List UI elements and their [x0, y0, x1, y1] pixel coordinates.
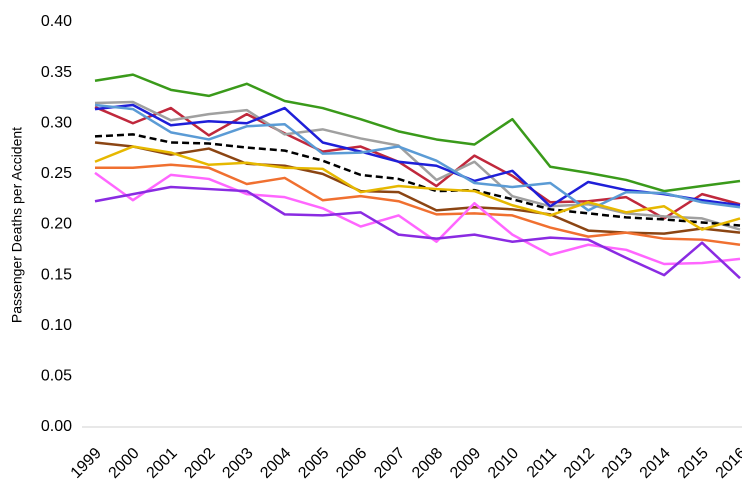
x-tick-label: 2001 [144, 445, 181, 482]
series-line [94, 185, 741, 280]
x-tick-label: 2004 [257, 445, 294, 482]
x-tick-label: 2013 [599, 445, 636, 482]
series-line [94, 145, 741, 231]
series-line [94, 103, 741, 208]
x-tick-label: 2014 [637, 445, 674, 482]
x-tick-label: 2002 [181, 445, 218, 482]
x-tick-label: 1999 [68, 445, 105, 482]
x-tick-label: 2003 [219, 445, 256, 482]
series-line [94, 171, 741, 266]
x-tick-label: 2007 [371, 445, 408, 482]
x-tick-label: 2005 [295, 445, 332, 482]
y-tick-label: 0.15 [41, 266, 72, 283]
series-line [94, 73, 741, 193]
x-tick-label: 2010 [485, 445, 522, 482]
x-tick-label: 2015 [675, 445, 712, 482]
y-tick-label: 0.10 [41, 317, 72, 334]
x-tick-label: 2011 [524, 445, 560, 481]
series-line [94, 103, 741, 212]
x-tick-label: 2012 [561, 445, 598, 482]
series-line [95, 163, 741, 246]
series-line [94, 133, 741, 227]
x-tick-label: 2009 [447, 445, 484, 482]
y-tick-label: 0.00 [41, 418, 72, 435]
y-axis-label: Passenger Deaths per Accident [9, 127, 25, 323]
y-tick-label: 0.05 [41, 368, 72, 385]
x-tick-label: 2006 [333, 445, 370, 482]
series-line [94, 105, 741, 220]
y-tick-label: 0.40 [41, 13, 72, 30]
y-tick-label: 0.35 [41, 64, 72, 81]
x-tick-label: 2008 [409, 445, 446, 482]
y-tick-label: 0.30 [41, 114, 72, 131]
y-tick-label: 0.20 [41, 216, 72, 233]
y-tick-label: 0.25 [41, 165, 72, 182]
x-tick-label: 2016 [713, 445, 742, 482]
x-tick-label: 2000 [106, 445, 143, 482]
